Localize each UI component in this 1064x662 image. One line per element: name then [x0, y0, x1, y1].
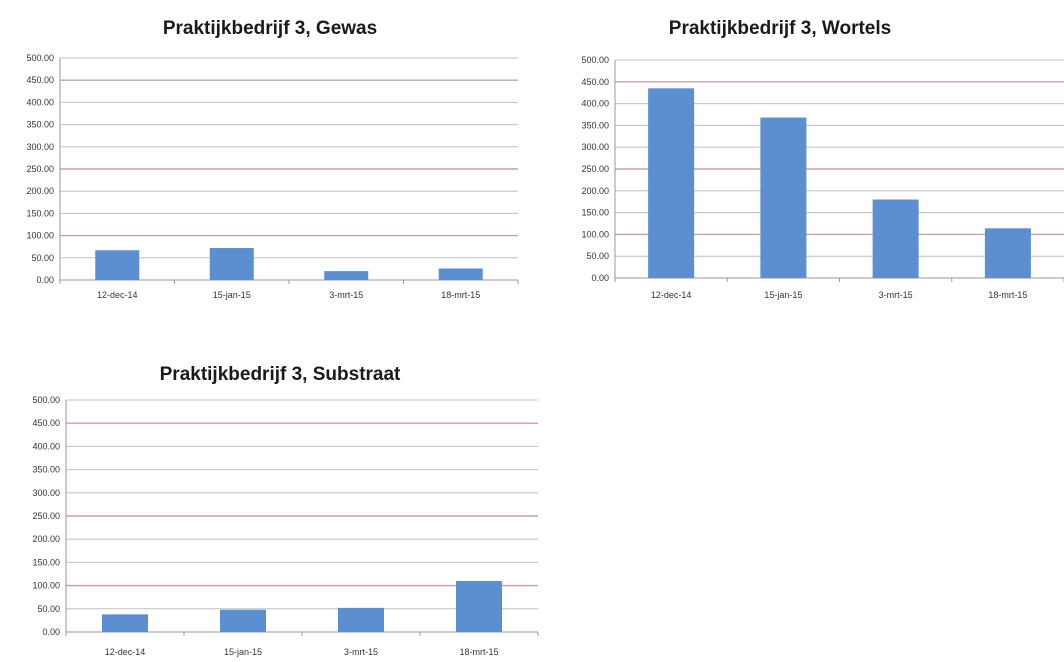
- x-tick-label: 12-dec-14: [105, 647, 146, 657]
- bar: [984, 228, 1031, 278]
- y-tick-label: 450.00: [26, 75, 54, 85]
- bar: [760, 117, 807, 278]
- y-tick-label: 300.00: [26, 142, 54, 152]
- y-tick-label: 100.00: [26, 231, 54, 241]
- x-tick-label: 15-jan-15: [224, 647, 262, 657]
- y-tick-label: 150.00: [581, 208, 609, 218]
- bar: [872, 199, 919, 278]
- x-tick-label: 15-jan-15: [764, 290, 802, 300]
- x-tick-label: 12-dec-14: [651, 290, 692, 300]
- chart-wortels: Praktijkbedrijf 3, Wortels 0.00 50.00 100.…: [540, 0, 1064, 300]
- y-tick-label: 350.00: [32, 465, 60, 475]
- y-tick-label: 350.00: [581, 120, 609, 130]
- bar: [648, 88, 695, 278]
- y-tick-label: 200.00: [26, 186, 54, 196]
- x-tick-label: 3-mrt-15: [879, 290, 913, 300]
- x-tick-label: 18-mrt-15: [988, 290, 1027, 300]
- y-tick-label: 400.00: [32, 441, 60, 451]
- y-tick-label: 150.00: [32, 557, 60, 567]
- bar: [220, 609, 266, 632]
- chart-plot: 0.00 50.00 100.00 150.00 200.00 250.00 300.00 3…: [581, 55, 1064, 300]
- y-tick-label: 500.00: [26, 53, 54, 63]
- y-tick-label: 400.00: [26, 97, 54, 107]
- y-tick-label: 250.00: [581, 164, 609, 174]
- y-tick-label: 450.00: [581, 77, 609, 87]
- y-tick-label: 100.00: [32, 581, 60, 591]
- x-tick-label: 18-mrt-15: [441, 290, 480, 300]
- bar: [338, 607, 384, 632]
- y-tick-label: 200.00: [581, 186, 609, 196]
- y-tick-label: 50.00: [586, 251, 609, 261]
- bar: [95, 250, 140, 280]
- bar: [456, 580, 502, 632]
- chart-title: Praktijkbedrijf 3, Gewas: [162, 18, 378, 39]
- chart-title: Praktijkbedrijf 3, Substraat: [159, 364, 401, 385]
- y-tick-label: 300.00: [581, 142, 609, 152]
- y-tick-label: 350.00: [26, 120, 54, 130]
- bar: [209, 248, 254, 280]
- y-tick-label: 0.00: [36, 275, 54, 285]
- chart-plot: 0.00 50.00 100.00 150.00 200.00 250.00 300.00 3…: [32, 395, 539, 657]
- y-tick-label: 500.00: [581, 55, 609, 65]
- y-tick-label: 0.00: [42, 627, 60, 637]
- y-tick-label: 200.00: [32, 534, 60, 544]
- y-tick-label: 250.00: [32, 511, 60, 521]
- x-tick-label: 15-jan-15: [213, 290, 251, 300]
- chart-substraat: Praktijkbedrijf 3, Substraat 0.00 50.00 10…: [0, 352, 560, 662]
- y-tick-label: 50.00: [31, 253, 54, 263]
- x-tick-label: 3-mrt-15: [344, 647, 378, 657]
- y-tick-label: 250.00: [26, 164, 54, 174]
- y-tick-label: 450.00: [32, 418, 60, 428]
- chart-gewas: Praktijkbedrijf 3, Gewas 0.00 50.00 100.00…: [0, 0, 540, 300]
- y-tick-label: 0.00: [591, 273, 609, 283]
- bar: [438, 268, 483, 280]
- bar: [102, 614, 148, 632]
- chart-plot: 0.00 50.00 100.00 150.00 200.00 250.00 300.00 3…: [26, 53, 519, 300]
- y-tick-label: 500.00: [32, 395, 60, 405]
- x-tick-label: 12-dec-14: [97, 290, 138, 300]
- y-tick-label: 100.00: [581, 229, 609, 239]
- chart-title: Praktijkbedrijf 3, Wortels: [668, 18, 892, 39]
- y-tick-label: 150.00: [26, 208, 54, 218]
- x-tick-label: 18-mrt-15: [459, 647, 498, 657]
- bar: [324, 271, 369, 280]
- y-tick-label: 50.00: [37, 604, 60, 614]
- y-tick-label: 400.00: [581, 99, 609, 109]
- x-tick-label: 3-mrt-15: [329, 290, 363, 300]
- y-tick-label: 300.00: [32, 488, 60, 498]
